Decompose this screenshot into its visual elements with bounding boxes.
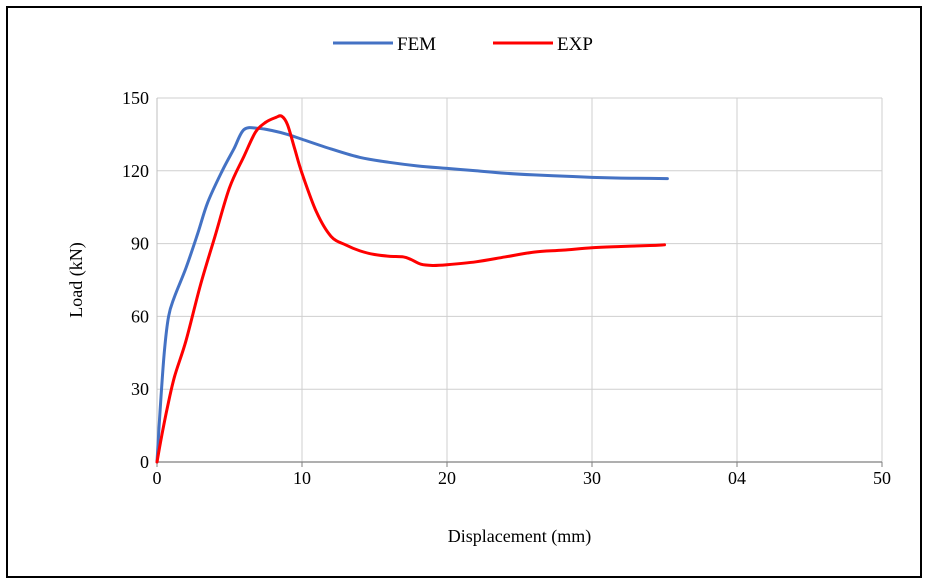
x-tick-label: 04 xyxy=(728,468,746,488)
x-tick-label: 0 xyxy=(153,468,162,488)
y-tick-label: 90 xyxy=(131,234,149,254)
y-axis-title: Load (kN) xyxy=(66,242,87,317)
x-tick-label: 10 xyxy=(293,468,311,488)
x-tick-label: 50 xyxy=(873,468,891,488)
series-lines xyxy=(155,114,669,464)
series-line-fem xyxy=(155,126,669,464)
legend-label-exp: EXP xyxy=(557,34,593,55)
axes xyxy=(156,98,883,467)
series-line-exp xyxy=(155,114,666,464)
chart-frame xyxy=(6,6,922,578)
x-tick-label: 30 xyxy=(583,468,601,488)
y-tick-label: 30 xyxy=(131,379,149,399)
x-tick-label: 20 xyxy=(438,468,456,488)
y-tick-label: 60 xyxy=(131,306,149,326)
y-tick-label: 0 xyxy=(140,452,149,472)
tick-labels: 0 10 20 30 04 50 0 30 60 90 120 150 xyxy=(122,88,891,488)
legend: FEM EXP xyxy=(333,34,593,55)
legend-label-fem: FEM xyxy=(397,34,436,55)
y-tick-label: 120 xyxy=(122,161,149,181)
grid xyxy=(157,97,883,462)
x-axis-title: Displacement (mm) xyxy=(448,526,591,547)
y-tick-label: 150 xyxy=(122,88,149,108)
